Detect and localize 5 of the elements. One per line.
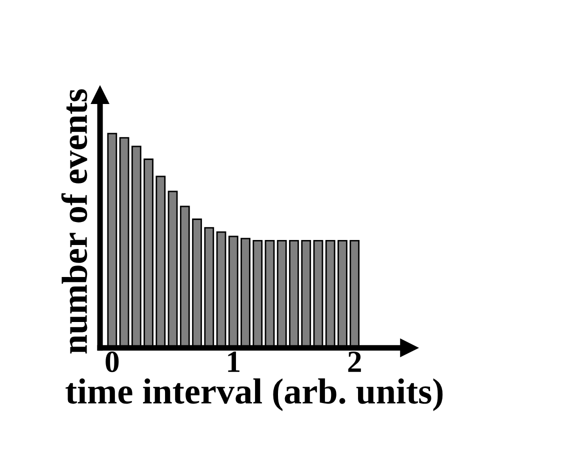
y-axis-title: number of events	[61, 89, 88, 354]
x-tick-label: 0	[106, 352, 119, 372]
x-tick-label: 2	[348, 352, 361, 372]
x-axis-title: time interval (arb. units)	[66, 378, 443, 412]
x-tick-label: 1	[228, 352, 240, 372]
